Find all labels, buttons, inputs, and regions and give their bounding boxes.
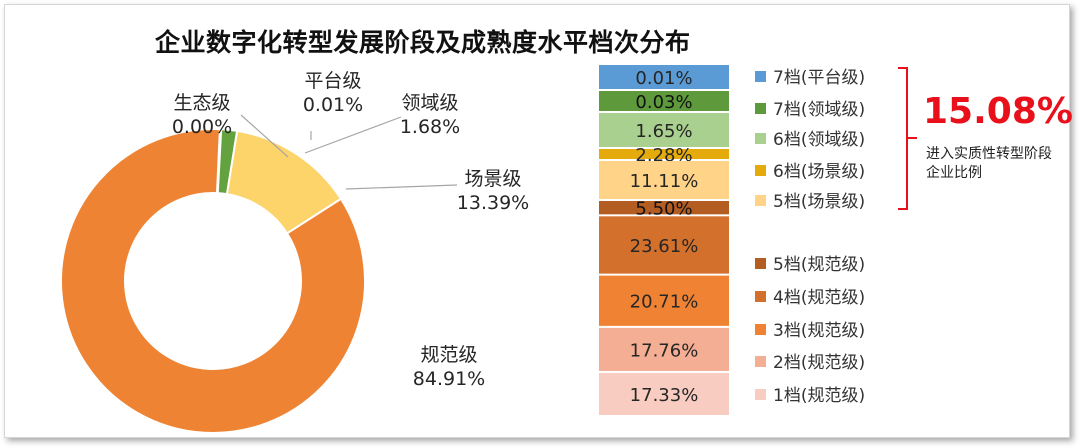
legend-swatch-4档-规范级 xyxy=(755,291,766,302)
slice-value-规范级: 84.91% xyxy=(413,368,485,390)
donut-slice-规范级 xyxy=(60,128,366,434)
callout-bracket xyxy=(898,67,917,210)
callout-value: 15.08% xyxy=(923,91,1073,132)
legend-swatch-6档-领域级 xyxy=(755,133,766,144)
legend-label-1档-规范级: 1档(规范级) xyxy=(773,386,865,406)
slice-value-领域级: 1.68% xyxy=(400,116,460,138)
bar-label-3档-规范级: 20.71% xyxy=(630,292,699,313)
bar-label-4档-规范级: 23.61% xyxy=(630,236,699,257)
bar-label-2档-规范级: 17.76% xyxy=(630,340,699,361)
bar-segment-5档-场景级 xyxy=(599,161,729,199)
legend-swatch-2档-规范级 xyxy=(755,356,766,367)
legend-label-4档-规范级: 4档(规范级) xyxy=(773,288,865,308)
bar-segment-6档-领域级 xyxy=(599,113,729,147)
legend-label-6档-领域级: 6档(领域级) xyxy=(773,130,865,150)
bar-label-5档-场景级: 11.11% xyxy=(630,171,699,192)
leader-line-场景级 xyxy=(345,184,458,190)
legend-label-3档-规范级: 3档(规范级) xyxy=(773,321,865,341)
legend-label-6档-场景级: 6档(场景级) xyxy=(773,162,865,182)
leader-line-领域级 xyxy=(304,116,402,154)
slice-label-平台级: 平台级 xyxy=(304,70,361,92)
legend-label-7档-平台级: 7档(平台级) xyxy=(773,68,865,88)
chart-card: 企业数字化转型发展阶段及成熟度水平档次分布 生态级 0.00% 平台级 0.01% 领域… xyxy=(4,4,1073,438)
bar-label-1档-规范级: 17.33% xyxy=(630,385,699,406)
slice-label-场景级: 场景级 xyxy=(464,168,521,190)
legend-swatch-5档-规范级 xyxy=(755,258,766,269)
slice-value-生态级: 0.00% xyxy=(172,116,232,138)
legend-label-7档-领域级: 7档(领域级) xyxy=(773,100,865,120)
bar-label-5档-规范级: 5.50% xyxy=(635,199,692,220)
legend: 7档(平台级) 7档(领域级) 6档(领域级) 6档(场景级) 5档(场景级) 5档(规范… xyxy=(755,68,865,406)
bar-segment-5档-规范级 xyxy=(599,201,729,215)
legend-swatch-3档-规范级 xyxy=(755,324,766,335)
slice-value-平台级: 0.01% xyxy=(303,94,363,116)
legend-swatch-7档-平台级 xyxy=(755,71,766,82)
bar-segment-1档-规范级 xyxy=(599,372,729,415)
bar-label-6档-场景级: 2.28% xyxy=(635,145,692,166)
bar-segment-6档-场景级 xyxy=(599,149,729,159)
stacked-bar-chart: 0.01% 0.03% 1.65% 2.28% 11.11% 5.50% 23.61% 20.… xyxy=(599,65,729,415)
legend-swatch-7档-领域级 xyxy=(755,103,766,114)
legend-swatch-6档-场景级 xyxy=(755,165,766,176)
slice-label-生态级: 生态级 xyxy=(173,92,230,114)
slice-label-规范级: 规范级 xyxy=(420,344,477,366)
legend-swatch-1档-规范级 xyxy=(755,389,766,400)
chart-title: 企业数字化转型发展阶段及成熟度水平档次分布 xyxy=(155,28,691,57)
bar-segment-7档-领域级 xyxy=(599,91,729,111)
bar-segment-3档-规范级 xyxy=(599,275,729,326)
slice-value-场景级: 13.39% xyxy=(457,192,529,214)
bar-label-6档-领域级: 1.65% xyxy=(635,121,692,142)
legend-label-5档-场景级: 5档(场景级) xyxy=(773,192,865,212)
legend-label-5档-规范级: 5档(规范级) xyxy=(773,255,865,275)
bar-segment-4档-规范级 xyxy=(599,216,729,274)
legend-label-2档-规范级: 2档(规范级) xyxy=(773,353,865,373)
leader-line-生态级 xyxy=(240,114,289,158)
callout-description: 进入实质性转型阶段企业比例 xyxy=(926,146,1052,181)
slice-label-领域级: 领域级 xyxy=(401,92,458,114)
bar-label-7档-领域级: 0.03% xyxy=(635,92,692,113)
bar-segment-7档-平台级 xyxy=(599,65,729,89)
bar-label-7档-平台级: 0.01% xyxy=(635,68,692,89)
legend-swatch-5档-场景级 xyxy=(755,195,766,206)
bar-segment-2档-规范级 xyxy=(599,327,729,371)
